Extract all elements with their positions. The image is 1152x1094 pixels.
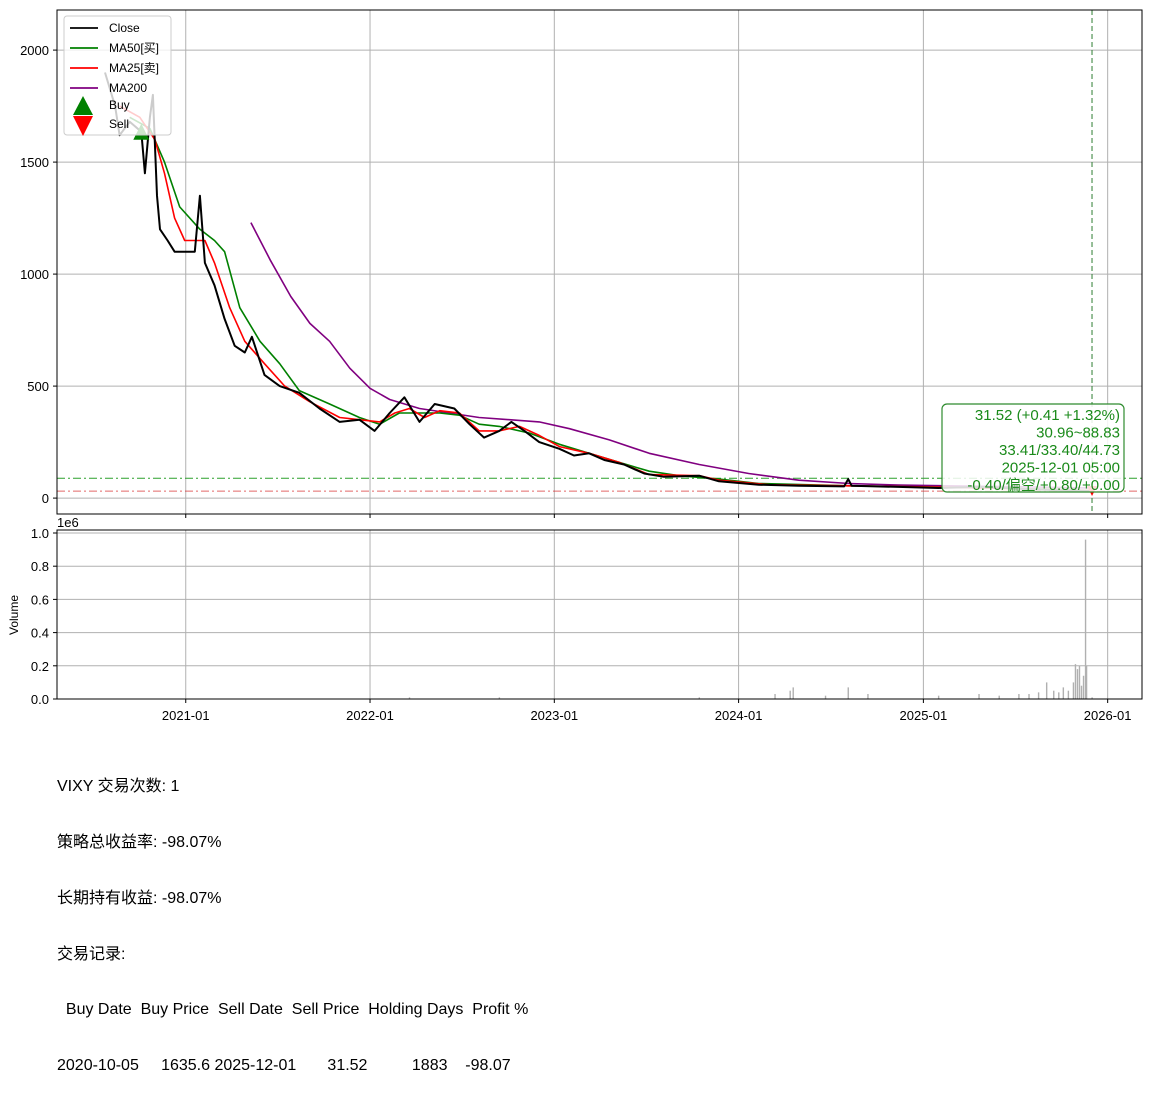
y-tick-label: 500 <box>27 379 49 394</box>
volume-bar <box>789 690 791 699</box>
backtest-summary: VIXY 交易次数: 1 策略总收益率: -98.07% 长期持有收益: -98… <box>57 741 528 1094</box>
y-tick-label: 1500 <box>20 155 49 170</box>
legend-buy-icon <box>73 96 93 115</box>
strategy-return: 策略总收益率: -98.07% <box>57 833 222 851</box>
legend-label: MA50[买] <box>109 41 159 55</box>
volume-bar <box>1018 694 1020 699</box>
volume-bar <box>978 694 980 699</box>
volume-scale-label: 1e6 <box>57 515 79 530</box>
price-annotation-box: 31.52 (+0.41 +1.32%)30.96~88.8333.41/33.… <box>941 403 1125 494</box>
volume-bar <box>774 694 776 699</box>
volume-bar <box>1045 682 1048 699</box>
trade-log-title: 交易记录: <box>57 945 126 963</box>
trade-count: VIXY 交易次数: 1 <box>57 778 180 796</box>
volume-bar <box>1076 669 1079 699</box>
annotation-line: 30.96~88.83 <box>1036 425 1120 442</box>
volume-bar <box>1082 675 1085 699</box>
annotation-line: 31.52 (+0.41 +1.32%) <box>975 407 1120 424</box>
x-tick-label: 2025-01 <box>900 708 948 723</box>
volume-bar <box>792 687 794 699</box>
chart-figure: 2021-01 2022-01 2023-01 2024-01 2025-01 2026-… <box>7 9 1143 723</box>
volume-tick-label: 1.0 <box>31 526 49 541</box>
volume-bar <box>937 695 940 699</box>
volume-bar <box>1037 692 1040 699</box>
volume-bar <box>1085 665 1088 699</box>
volume-bar <box>824 695 827 699</box>
volume-tick-label: 0.6 <box>31 592 49 607</box>
volume-bar <box>698 697 701 699</box>
series-line-close <box>104 72 1093 492</box>
volume-bar <box>1078 665 1081 699</box>
annotation-line: -0.40/偏空/+0.80/+0.00 <box>967 477 1120 494</box>
volume-bar <box>1080 685 1083 699</box>
legend: Close MA50[买] MA25[卖] MA200 Buy Sell <box>63 15 172 136</box>
trade-table-row: 2020-10-05 1635.6 2025-12-01 31.52 1883 … <box>57 1057 511 1075</box>
volume-bar <box>1072 682 1075 699</box>
buy-hold-return: 长期持有收益: -98.07% <box>57 889 222 907</box>
volume-bar <box>1084 539 1087 699</box>
legend-label: MA200 <box>109 81 147 95</box>
volume-bars <box>408 539 1093 699</box>
price-axes-frame <box>56 9 1143 515</box>
volume-bar <box>1062 687 1065 699</box>
volume-bar <box>498 697 501 699</box>
volume-axis-label: Volume <box>7 595 21 635</box>
legend-frame <box>63 15 172 136</box>
volume-tick-label: 0.2 <box>31 659 49 674</box>
axis-ticks: 2021-01 2022-01 2023-01 2024-01 2025-01 2026-… <box>20 43 1131 723</box>
trade-table-header: Buy Date Buy Price Sell Date Sell Price … <box>57 1001 529 1019</box>
y-tick-label: 1000 <box>20 267 49 282</box>
annotation-frame <box>941 403 1125 493</box>
volume-bar <box>1058 692 1060 699</box>
volume-bar <box>998 695 1000 699</box>
volume-bar <box>867 694 869 699</box>
legend-label: MA25[卖] <box>109 61 159 75</box>
volume-axes-frame <box>56 529 1143 700</box>
x-tick-label: 2024-01 <box>715 708 763 723</box>
x-tick-label: 2023-01 <box>530 708 578 723</box>
series-line-ma200 <box>250 222 1093 489</box>
annotation-line: 33.41/33.40/44.73 <box>999 442 1120 459</box>
volume-bar <box>1053 690 1055 699</box>
x-tick-label: 2022-01 <box>346 708 394 723</box>
legend-label: Buy <box>109 98 130 112</box>
annotation-line: 2025-12-01 05:00 <box>1002 460 1120 477</box>
legend-sell-icon <box>73 116 93 136</box>
volume-bar <box>1074 664 1077 699</box>
y-tick-label: 0 <box>42 491 49 506</box>
volume-tick-label: 0.4 <box>31 626 49 641</box>
volume-grid <box>57 530 1142 700</box>
price-grid <box>57 10 1142 514</box>
volume-bar <box>1091 697 1093 699</box>
volume-bar <box>847 687 849 699</box>
y-tick-label: 2000 <box>20 43 49 58</box>
volume-tick-label: 0.8 <box>31 559 49 574</box>
volume-bar <box>408 697 411 699</box>
volume-bar <box>1028 694 1030 699</box>
x-tick-label: 2021-01 <box>162 708 210 723</box>
volume-bar <box>1067 690 1070 699</box>
legend-label: Sell <box>109 117 129 131</box>
price-series <box>104 72 1093 492</box>
volume-tick-label: 0.0 <box>31 692 49 707</box>
legend-label: Close <box>109 21 140 35</box>
x-tick-label: 2026-01 <box>1084 708 1132 723</box>
